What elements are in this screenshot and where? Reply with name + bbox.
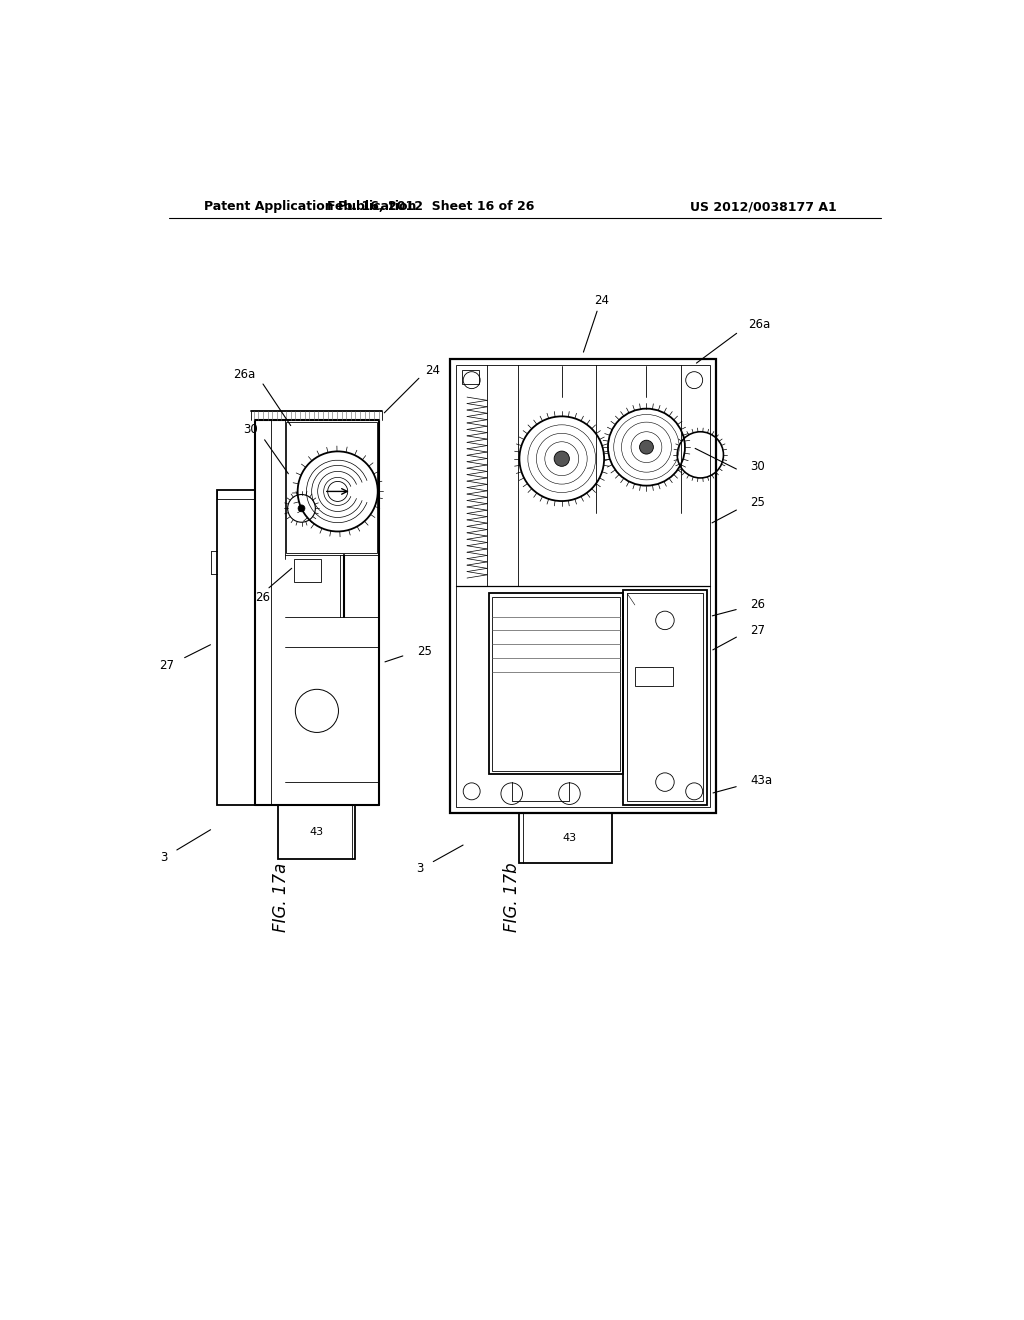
Text: 26: 26 [256, 591, 270, 603]
Text: 30: 30 [243, 424, 258, 437]
Text: 43: 43 [310, 828, 324, 837]
Text: 3: 3 [160, 851, 168, 865]
Text: 24: 24 [425, 364, 439, 378]
Text: 27: 27 [751, 624, 765, 638]
Text: Feb. 16, 2012  Sheet 16 of 26: Feb. 16, 2012 Sheet 16 of 26 [328, 201, 535, 214]
Text: Patent Application Publication: Patent Application Publication [204, 201, 416, 214]
Circle shape [554, 451, 569, 466]
Circle shape [640, 441, 653, 454]
Bar [279, 805, 355, 859]
Text: 25: 25 [417, 645, 432, 659]
Bar [519, 813, 611, 863]
Text: 26: 26 [751, 598, 765, 611]
Bar [493, 597, 620, 771]
Bar [286, 422, 377, 553]
Bar [628, 594, 702, 801]
Text: 30: 30 [751, 459, 765, 473]
Bar [217, 490, 255, 805]
Text: FIG. 17a: FIG. 17a [271, 863, 290, 932]
Text: 25: 25 [751, 496, 765, 510]
Circle shape [298, 504, 305, 512]
Text: US 2012/0038177 A1: US 2012/0038177 A1 [689, 201, 837, 214]
Text: 26a: 26a [233, 367, 255, 380]
Text: 3: 3 [416, 862, 423, 875]
Text: FIG. 17b: FIG. 17b [503, 863, 521, 932]
Bar [624, 590, 707, 805]
Text: 26a: 26a [749, 318, 770, 331]
Bar [635, 667, 674, 686]
Text: 24: 24 [594, 294, 609, 308]
Bar [488, 594, 624, 775]
Text: 43: 43 [562, 833, 577, 843]
Bar [294, 558, 321, 582]
Bar [462, 370, 478, 384]
Bar [451, 359, 716, 813]
Bar [457, 364, 710, 807]
Text: 27: 27 [160, 659, 174, 672]
Text: 43a: 43a [751, 774, 772, 787]
